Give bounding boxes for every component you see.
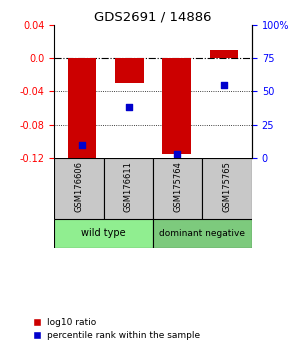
Bar — [68, 58, 96, 158]
Bar — [54, 158, 104, 219]
Text: wild type: wild type — [81, 228, 126, 238]
Point — [174, 151, 179, 157]
Bar — [115, 58, 144, 83]
Bar — [153, 158, 202, 219]
Point — [127, 105, 132, 110]
Text: GSM175764: GSM175764 — [173, 161, 182, 212]
Bar — [210, 50, 238, 58]
Text: GSM176606: GSM176606 — [74, 161, 83, 212]
Text: GSM176611: GSM176611 — [124, 161, 133, 212]
Title: GDS2691 / 14886: GDS2691 / 14886 — [94, 11, 212, 24]
Text: GSM175765: GSM175765 — [223, 161, 232, 212]
Bar — [54, 219, 153, 248]
Point — [80, 142, 85, 148]
Bar — [103, 158, 153, 219]
Bar — [202, 158, 252, 219]
Legend: log10 ratio, percentile rank within the sample: log10 ratio, percentile rank within the … — [34, 318, 200, 340]
Text: dominant negative: dominant negative — [160, 229, 245, 238]
Point — [221, 82, 226, 87]
Bar — [153, 219, 252, 248]
Bar — [162, 58, 191, 154]
